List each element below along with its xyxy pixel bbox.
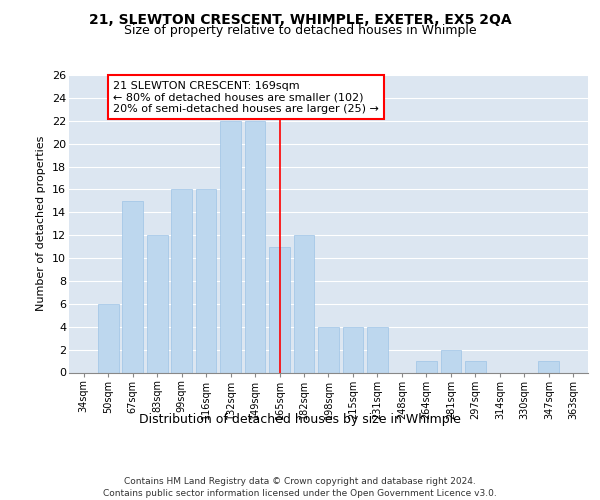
Bar [343, 326, 364, 372]
Bar [293, 235, 314, 372]
Text: Distribution of detached houses by size in Whimple: Distribution of detached houses by size … [139, 412, 461, 426]
Bar [318, 326, 339, 372]
Text: Contains public sector information licensed under the Open Government Licence v3: Contains public sector information licen… [103, 489, 497, 498]
Bar [416, 361, 437, 372]
Bar [171, 190, 192, 372]
Text: Contains HM Land Registry data © Crown copyright and database right 2024.: Contains HM Land Registry data © Crown c… [124, 478, 476, 486]
Bar [196, 190, 217, 372]
Bar [367, 326, 388, 372]
Bar [122, 201, 143, 372]
Text: 21, SLEWTON CRESCENT, WHIMPLE, EXETER, EX5 2QA: 21, SLEWTON CRESCENT, WHIMPLE, EXETER, E… [89, 12, 511, 26]
Bar [98, 304, 119, 372]
Bar [245, 121, 265, 372]
Text: 21 SLEWTON CRESCENT: 169sqm
← 80% of detached houses are smaller (102)
20% of se: 21 SLEWTON CRESCENT: 169sqm ← 80% of det… [113, 80, 379, 114]
Bar [538, 361, 559, 372]
Bar [269, 246, 290, 372]
Bar [440, 350, 461, 372]
Y-axis label: Number of detached properties: Number of detached properties [37, 136, 46, 312]
Bar [147, 235, 167, 372]
Bar [220, 121, 241, 372]
Text: Size of property relative to detached houses in Whimple: Size of property relative to detached ho… [124, 24, 476, 37]
Bar [465, 361, 486, 372]
